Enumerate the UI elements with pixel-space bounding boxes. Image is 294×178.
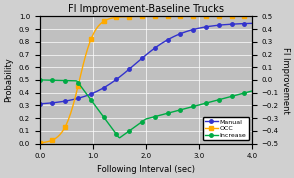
OCC: [46, 140, 50, 143]
Manual: [232, 23, 235, 25]
Manual: [38, 103, 41, 105]
Line: OCC: OCC: [38, 15, 254, 145]
OCC: [94, 28, 98, 30]
Increase: [46, 79, 50, 81]
Legend: Manual, OCC, Increase: Manual, OCC, Increase: [203, 117, 249, 140]
Y-axis label: Probability: Probability: [4, 57, 13, 102]
Increase: [94, 106, 98, 108]
Manual: [77, 97, 81, 99]
Manual: [94, 91, 98, 93]
Increase: [240, 93, 244, 95]
Increase: [250, 90, 254, 92]
Increase: [38, 79, 41, 81]
Increase: [51, 79, 54, 81]
Increase: [118, 137, 121, 139]
OCC: [51, 139, 54, 141]
Line: Increase: Increase: [38, 78, 254, 140]
Manual: [239, 23, 243, 25]
Y-axis label: FI Improvement: FI Improvement: [281, 47, 290, 113]
X-axis label: Following Interval (sec): Following Interval (sec): [97, 165, 195, 174]
OCC: [38, 142, 41, 144]
Manual: [46, 102, 50, 104]
Manual: [250, 22, 254, 24]
OCC: [239, 15, 243, 17]
Manual: [51, 102, 54, 104]
OCC: [77, 80, 81, 82]
Title: FI Improvement-Baseline Trucks: FI Improvement-Baseline Trucks: [68, 4, 224, 14]
OCC: [232, 15, 235, 17]
Line: Manual: Manual: [38, 22, 254, 106]
Increase: [233, 95, 237, 97]
Increase: [77, 83, 81, 85]
OCC: [250, 15, 254, 17]
